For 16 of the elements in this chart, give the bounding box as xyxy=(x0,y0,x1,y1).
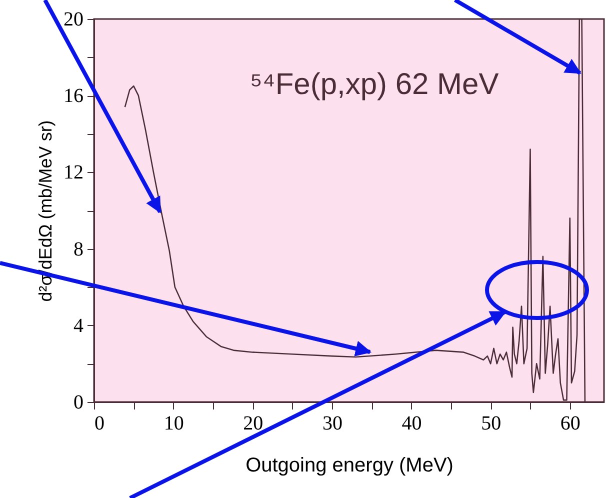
x-tick-label: 20 xyxy=(243,412,264,434)
x-tick-label: 60 xyxy=(560,412,580,434)
x-tick-label: 40 xyxy=(402,412,422,434)
x-tick-label: 0 xyxy=(94,412,104,434)
y-tick-label: 4 xyxy=(74,314,84,337)
annotation: ⁵⁴Fe(p,xp) 62 MeV xyxy=(250,68,499,101)
y-tick-label: 8 xyxy=(74,238,84,260)
x-tick-label: 30 xyxy=(322,412,342,434)
y-axis-title: d²σ/dEdΩ (mb/MeV sr) xyxy=(36,120,56,302)
x-axis-title: Outgoing energy (MeV) xyxy=(246,454,454,476)
y-tick-label: 0 xyxy=(74,392,84,414)
x-tick-label: 10 xyxy=(164,412,184,434)
y-tick-label: 20 xyxy=(64,8,84,30)
y-tick-label: 12 xyxy=(64,162,84,184)
x-tick-label: 50 xyxy=(481,412,502,434)
y-tick-label: 16 xyxy=(64,85,84,108)
